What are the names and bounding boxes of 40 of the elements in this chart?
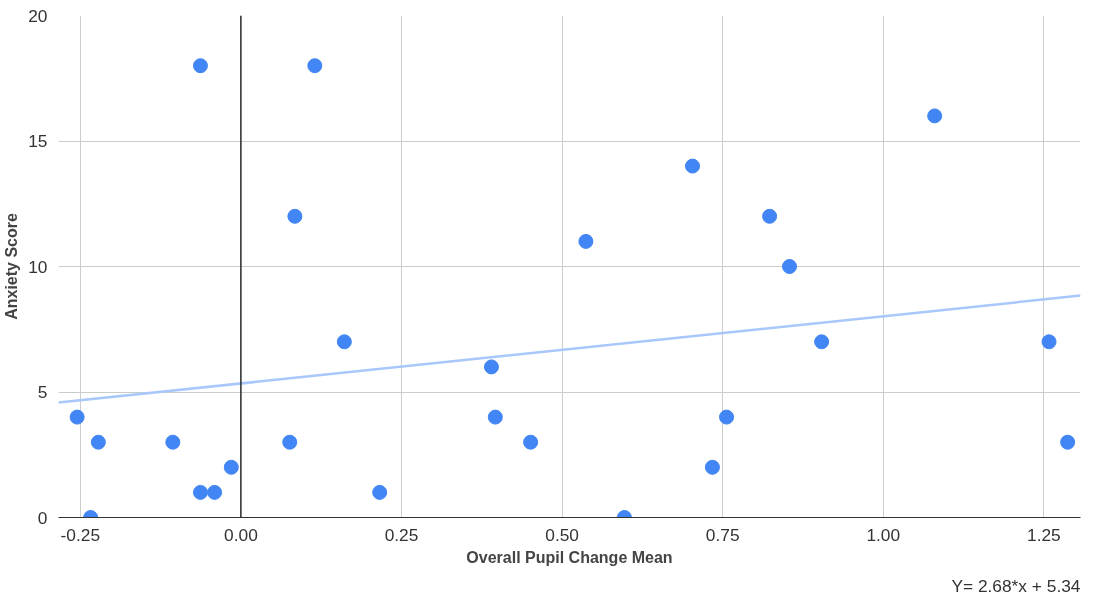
x-tick-label: 0.00 [224,524,258,545]
point [762,208,778,224]
x-tick-label: 0.25 [384,524,419,545]
point [90,434,106,450]
point [192,484,208,500]
point [207,484,223,500]
point [1060,434,1076,450]
x-tick-label: 1.25 [1027,524,1061,545]
point [192,58,208,74]
point [165,434,181,450]
point [69,409,85,425]
point [523,434,539,450]
point [814,334,830,350]
y-tick-label: 20 [28,5,48,26]
point [719,409,735,425]
point [487,409,503,425]
point [782,259,798,274]
text: Y= 2.68*x + 5.34 [951,575,1081,596]
x-tick-label: 1.00 [866,524,901,545]
point [372,484,388,500]
point [927,108,943,124]
point [1041,334,1057,350]
point [685,158,701,174]
y-tick-label: 0 [37,507,48,528]
x-tick-label: -0.25 [60,524,101,545]
point [336,334,352,350]
point [307,58,323,74]
point [223,459,239,475]
point [287,208,303,224]
x-axis-title: Overall Pupil Change Mean [466,548,673,566]
y-tick-label: 15 [28,131,48,151]
y-tick-label: 5 [37,382,48,402]
point [704,459,720,475]
x-tick-label: 0.75 [705,524,740,545]
y-tick-label: 10 [28,256,48,277]
x-tick-label: 0.50 [545,524,579,545]
point [483,359,499,375]
point [282,434,298,450]
point [578,233,594,249]
y-axis-title: Anxiety Score [3,213,21,320]
